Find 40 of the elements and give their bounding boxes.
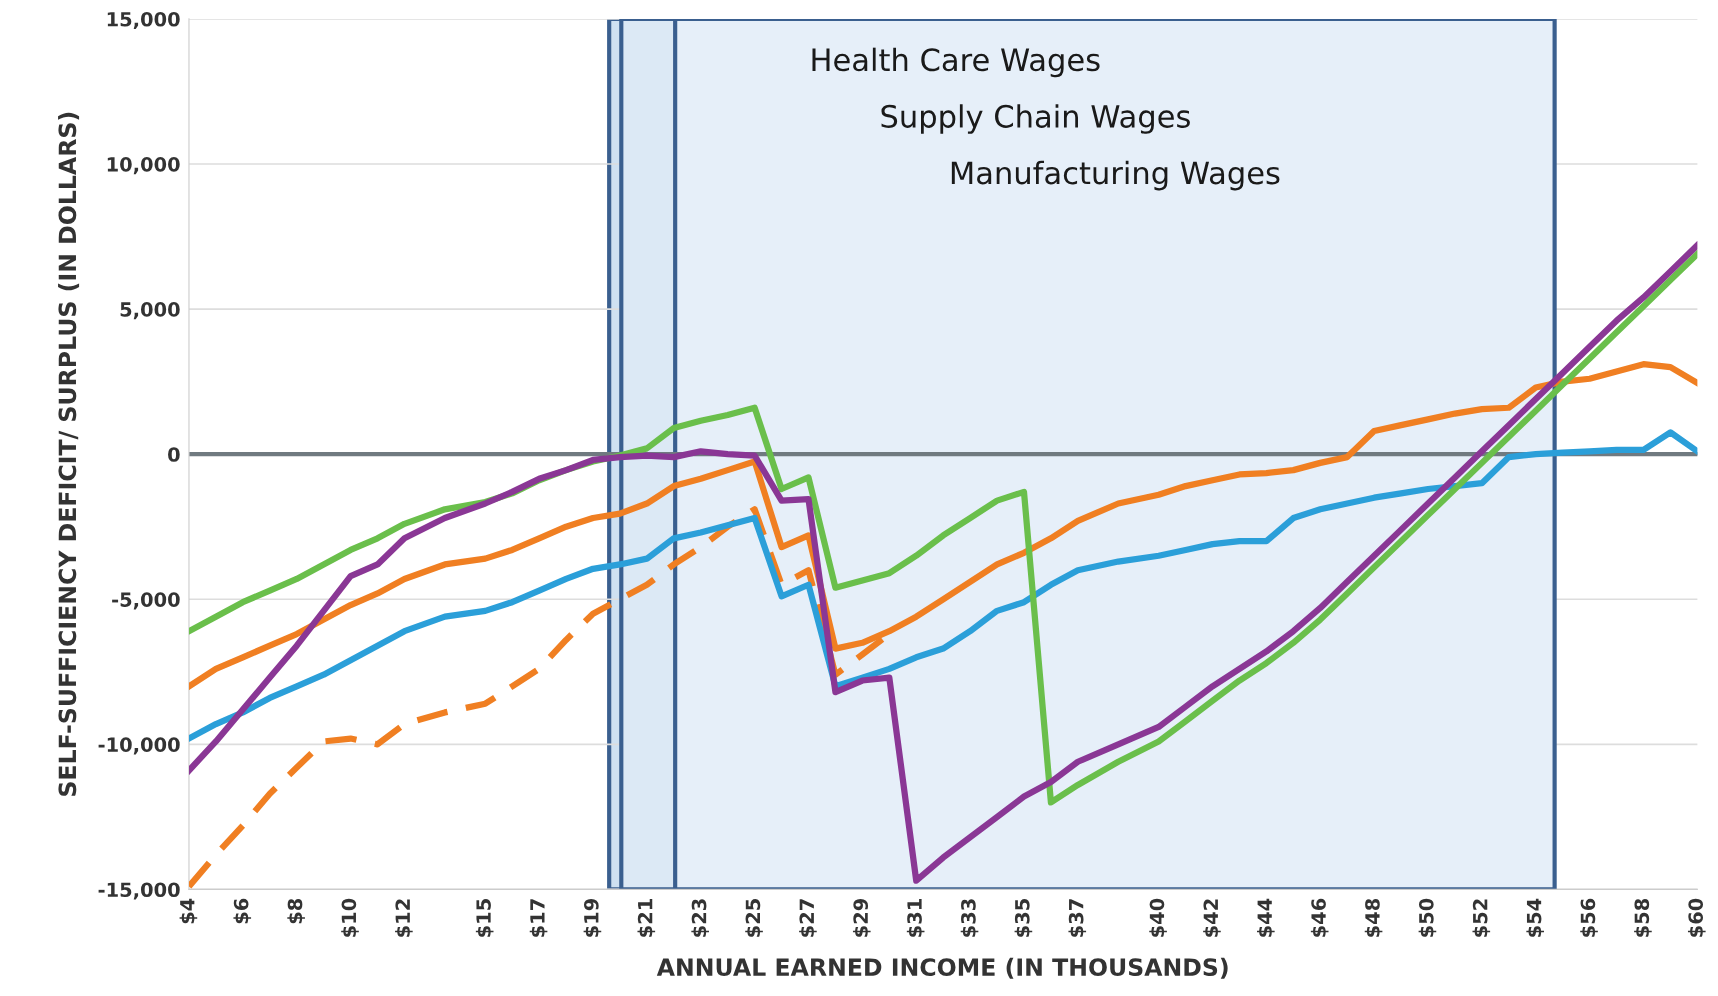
x-tick-label: $15 <box>475 899 494 937</box>
x-tick-label: $60 <box>1687 898 1706 937</box>
y-tick-label: 0 <box>168 447 180 462</box>
y-tick-label: 15,000 <box>107 11 180 30</box>
x-tick-label: $52 <box>1472 899 1491 937</box>
x-tick-label: $17 <box>529 899 548 937</box>
x-tick-label: $10 <box>341 898 359 937</box>
x-axis-title: ANNUAL EARNED INCOME (IN THOUSANDS) <box>656 957 1228 979</box>
x-tick-label: $56 <box>1580 898 1598 937</box>
x-tick-label: $50 <box>1418 898 1437 937</box>
x-tick-label: $29 <box>852 899 871 937</box>
x-tick-label: $8 <box>287 898 305 924</box>
x-tick-label: $35 <box>1014 899 1033 937</box>
band-label: Supply Chain Wages <box>881 104 1190 134</box>
x-tick-label: $25 <box>745 899 763 937</box>
x-tick-label: $4 <box>179 898 198 924</box>
x-tick-label: $37 <box>1068 899 1087 937</box>
x-tick-label: $42 <box>1203 899 1221 937</box>
y-axis-title: SELF-SUFFICIENCY DEFICIT/ SURPLUS (IN DOLLARS) <box>58 112 80 796</box>
y-tick-label: -5,000 <box>112 592 180 610</box>
x-tick-label: $6 <box>233 898 252 924</box>
x-tick-label: $31 <box>906 899 925 937</box>
x-tick-label: $19 <box>583 899 602 937</box>
x-tick-label: $21 <box>637 899 656 937</box>
x-tick-label: $23 <box>691 899 709 937</box>
x-tick-label: $48 <box>1364 898 1383 937</box>
x-tick-label: $33 <box>960 899 979 937</box>
x-tick-label: $12 <box>395 899 413 937</box>
band-label: Manufacturing Wages <box>951 160 1280 191</box>
y-tick-label: 5,000 <box>120 302 180 320</box>
x-tick-label: $58 <box>1634 898 1652 937</box>
y-tick-label: -10,000 <box>98 737 180 755</box>
y-tick-label: -15,000 <box>98 882 180 900</box>
band-label: Health Care Wages <box>812 47 1100 78</box>
x-tick-label: $54 <box>1526 898 1544 937</box>
y-tick-label: 10,000 <box>107 156 180 175</box>
x-tick-label: $40 <box>1149 898 1167 937</box>
x-tick-label: $27 <box>799 899 817 937</box>
x-tick-label: $44 <box>1257 898 1275 937</box>
x-tick-label: $46 <box>1310 898 1329 937</box>
